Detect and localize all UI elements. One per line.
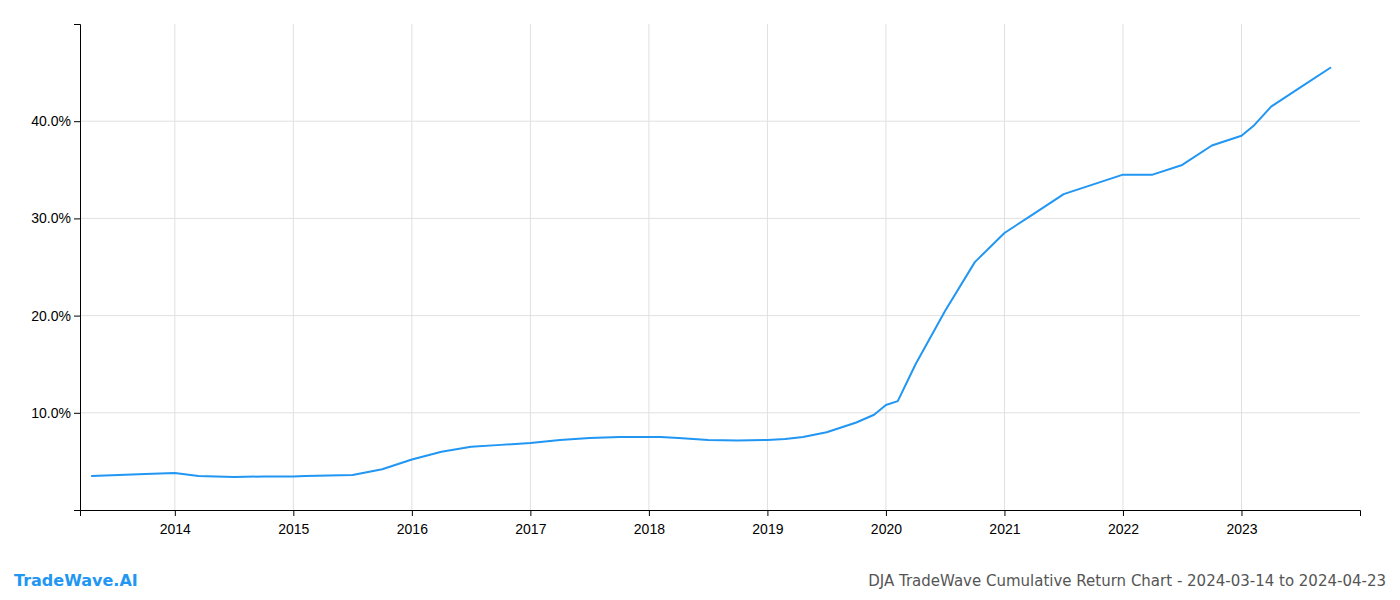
grid-line-x — [174, 24, 175, 510]
y-tick-mark — [74, 121, 80, 122]
grid-line-x — [1004, 24, 1005, 510]
x-tick-mark — [649, 510, 650, 516]
x-tick-label: 2021 — [989, 521, 1020, 537]
x-tick-mark — [1123, 510, 1124, 516]
x-axis-line — [81, 511, 1361, 517]
grid-line-x — [767, 24, 768, 510]
grid-line-x — [411, 24, 412, 510]
x-tick-mark — [767, 510, 768, 516]
x-axis: 2014 2015 2016 2017 2018 2019 2020 2021 2022 2023 — [81, 510, 1361, 537]
y-axis: 10.0% 20.0% 30.0% 40.0% — [31, 25, 80, 511]
grid-line-x — [1122, 24, 1123, 510]
x-tick-mark — [530, 510, 531, 516]
x-tick-mark — [412, 510, 413, 516]
grid-line-y — [80, 121, 1360, 122]
x-tick: 2018 — [634, 510, 665, 537]
title: DJA TradeWave Cumulative Return Chart - … — [868, 572, 1386, 590]
x-tick-mark — [1241, 510, 1242, 516]
y-tick: 40.0% — [31, 113, 80, 129]
x-tick-label: 2014 — [160, 521, 191, 537]
grid-line-y — [80, 412, 1360, 413]
y-tick-label: 30.0% — [31, 210, 71, 226]
x-tick-label: 2015 — [278, 521, 309, 537]
x-tick-mark — [886, 510, 887, 516]
x-tick-label: 2023 — [1226, 521, 1257, 537]
x-tick-label: 2019 — [752, 521, 783, 537]
x-tick: 2022 — [1108, 510, 1139, 537]
x-tick: 2016 — [397, 510, 428, 537]
chart: 2014 2015 2016 2017 2018 2019 2020 2021 2022 2023… — [0, 0, 1400, 600]
grid-line-x — [293, 24, 294, 510]
x-tick: 2021 — [989, 510, 1020, 537]
y-tick-mark — [74, 316, 80, 317]
x-tick-mark — [293, 510, 294, 516]
x-tick: 2019 — [752, 510, 783, 537]
grid-line-x — [1241, 24, 1242, 510]
x-tick: 2015 — [278, 510, 309, 537]
y-axis-line — [74, 25, 81, 511]
x-tick: 2014 — [160, 510, 191, 537]
x-tick: 2023 — [1226, 510, 1257, 537]
x-tick-mark — [1004, 510, 1005, 516]
grid-line-y — [80, 315, 1360, 316]
watermark: TradeWave.AI — [14, 571, 138, 590]
x-tick: 2020 — [871, 510, 902, 537]
x-tick-label: 2020 — [871, 521, 902, 537]
y-tick: 30.0% — [31, 210, 80, 226]
grid-line-x — [885, 24, 886, 510]
plot-area — [92, 68, 1331, 477]
x-tick-label: 2016 — [397, 521, 428, 537]
x-tick-label: 2022 — [1108, 521, 1139, 537]
grid-line-x — [530, 24, 531, 510]
line — [92, 68, 1331, 477]
y-tick-mark — [74, 413, 80, 414]
x-tick-label: 2018 — [634, 521, 665, 537]
x-tick-label: 2017 — [515, 521, 546, 537]
y-tick: 20.0% — [31, 308, 80, 324]
x-tick: 2017 — [515, 510, 546, 537]
grid-line-y — [80, 218, 1360, 219]
y-tick-label: 10.0% — [31, 405, 71, 421]
y-tick-label: 40.0% — [31, 113, 71, 129]
y-tick-label: 20.0% — [31, 308, 71, 324]
grid — [80, 24, 1360, 510]
x-tick-mark — [175, 510, 176, 516]
y-tick-mark — [74, 218, 80, 219]
y-tick: 10.0% — [31, 405, 80, 421]
